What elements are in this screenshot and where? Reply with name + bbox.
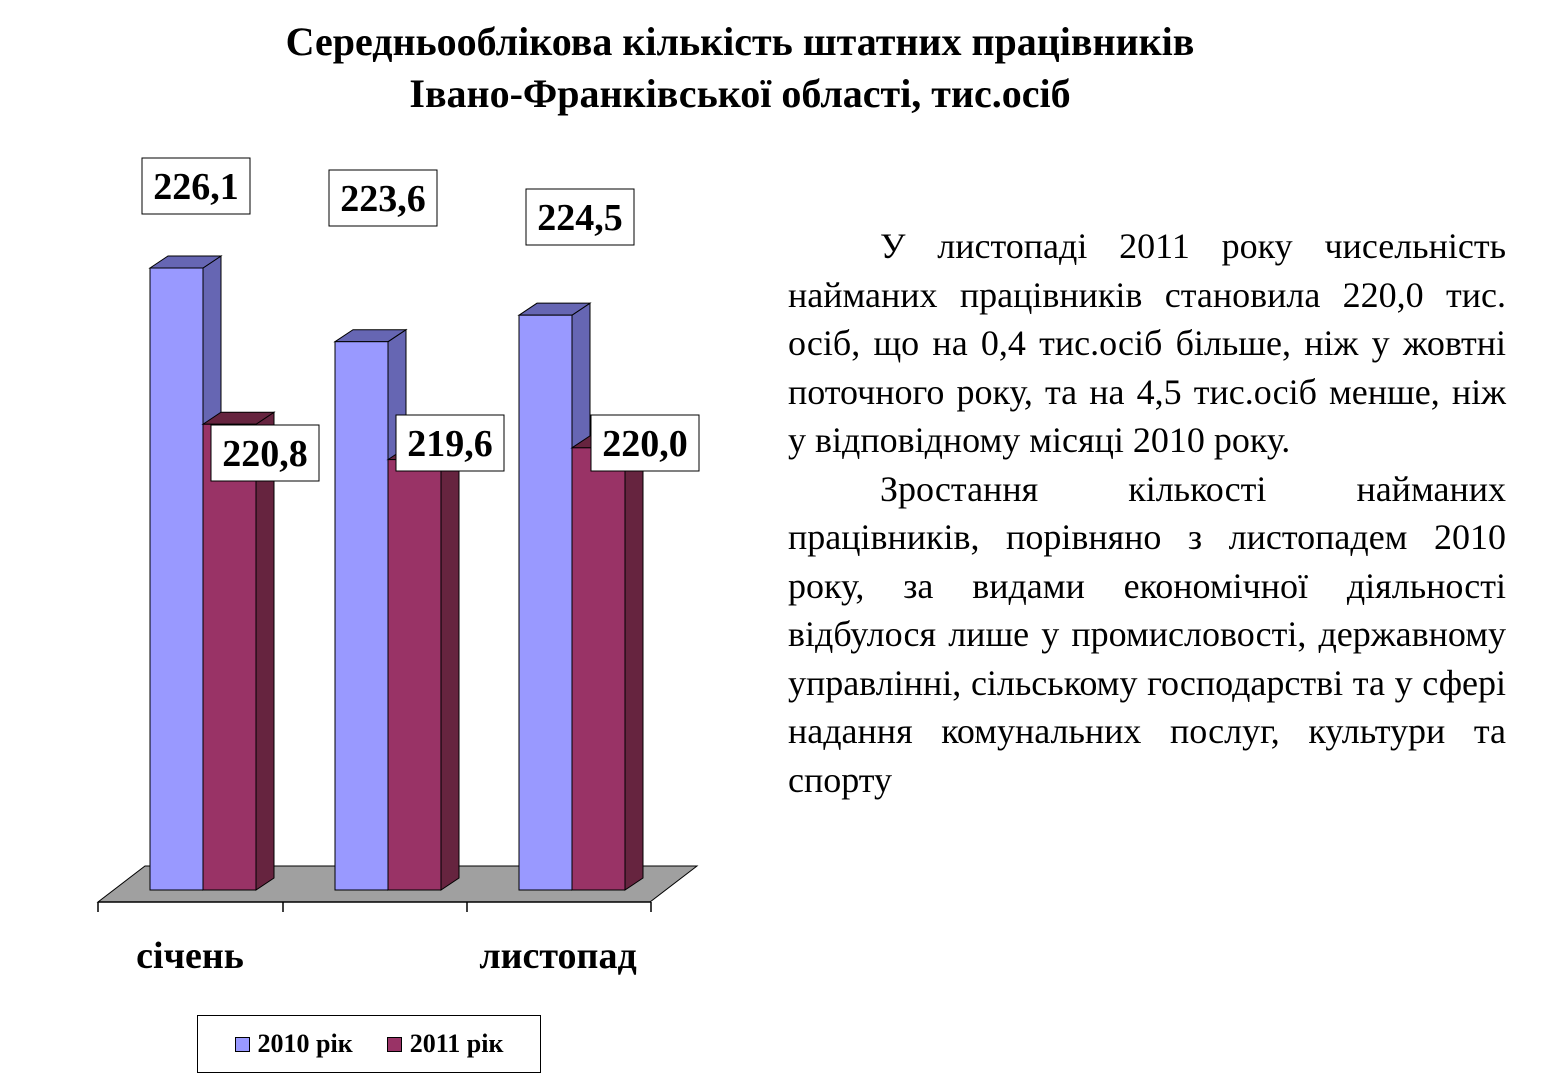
bar-2011-2-side — [624, 434, 644, 891]
chart-legend: 2010 рік 2011 рік — [197, 1015, 541, 1073]
bar-2010-1 — [334, 341, 389, 891]
data-label-2010-2: 224,5 — [537, 197, 623, 239]
data-label-2010-1: 223,6 — [340, 178, 426, 220]
data-label-2011-2: 220,0 — [602, 423, 688, 465]
commentary-text: У листопаді 2011 року чисельність найман… — [788, 222, 1506, 804]
legend-item-2011: 2011 рік — [386, 1029, 504, 1059]
data-label-2011-1: 219,6 — [407, 423, 493, 465]
x-axis-label-0: січень — [136, 935, 244, 977]
data-label-2010-0: 226,1 — [153, 166, 239, 208]
legend-swatch-2010 — [234, 1036, 250, 1052]
data-label-box-2010-1 — [328, 169, 438, 227]
bar-2010-2 — [518, 314, 573, 891]
data-label-box-2011-1 — [395, 414, 505, 472]
data-label-box-2010-2 — [525, 188, 635, 246]
commentary-paragraph-2: Зростання кількості найманих працівників… — [788, 468, 1506, 800]
bar-2011-0 — [202, 423, 257, 891]
bar-2010-0 — [149, 267, 204, 891]
bar-2011-0-side — [255, 411, 275, 891]
bar-chart: 226,1 220,8 223,6 219,6 224,5 220,0 січень лист… — [96, 157, 700, 977]
bar-2011-1-side — [440, 446, 460, 891]
legend-item-2010: 2010 рік — [234, 1029, 353, 1059]
commentary-paragraph-1: У листопаді 2011 року чисельність найман… — [788, 226, 1506, 460]
legend-label-2011: 2011 рік — [409, 1029, 504, 1058]
chart-title-line-1: Середньооблікова кількість штатних праці… — [285, 19, 1195, 64]
data-label-box-2011-2 — [590, 414, 700, 472]
data-label-box-2011-0 — [210, 424, 320, 482]
data-label-2011-0: 220,8 — [222, 433, 308, 475]
legend-label-2010: 2010 рік — [257, 1029, 353, 1058]
chart-title-line-2: Івано-Франківської області, тис.осіб — [409, 71, 1071, 116]
legend-swatch-2011 — [386, 1036, 402, 1052]
bar-2011-1 — [387, 459, 442, 891]
chart-title: Середньооблікова кількість штатних праці… — [0, 16, 1480, 120]
bar-2011-2 — [571, 447, 626, 891]
data-label-box-2010-0 — [141, 157, 251, 215]
x-axis-label-2: листопад — [479, 935, 636, 977]
